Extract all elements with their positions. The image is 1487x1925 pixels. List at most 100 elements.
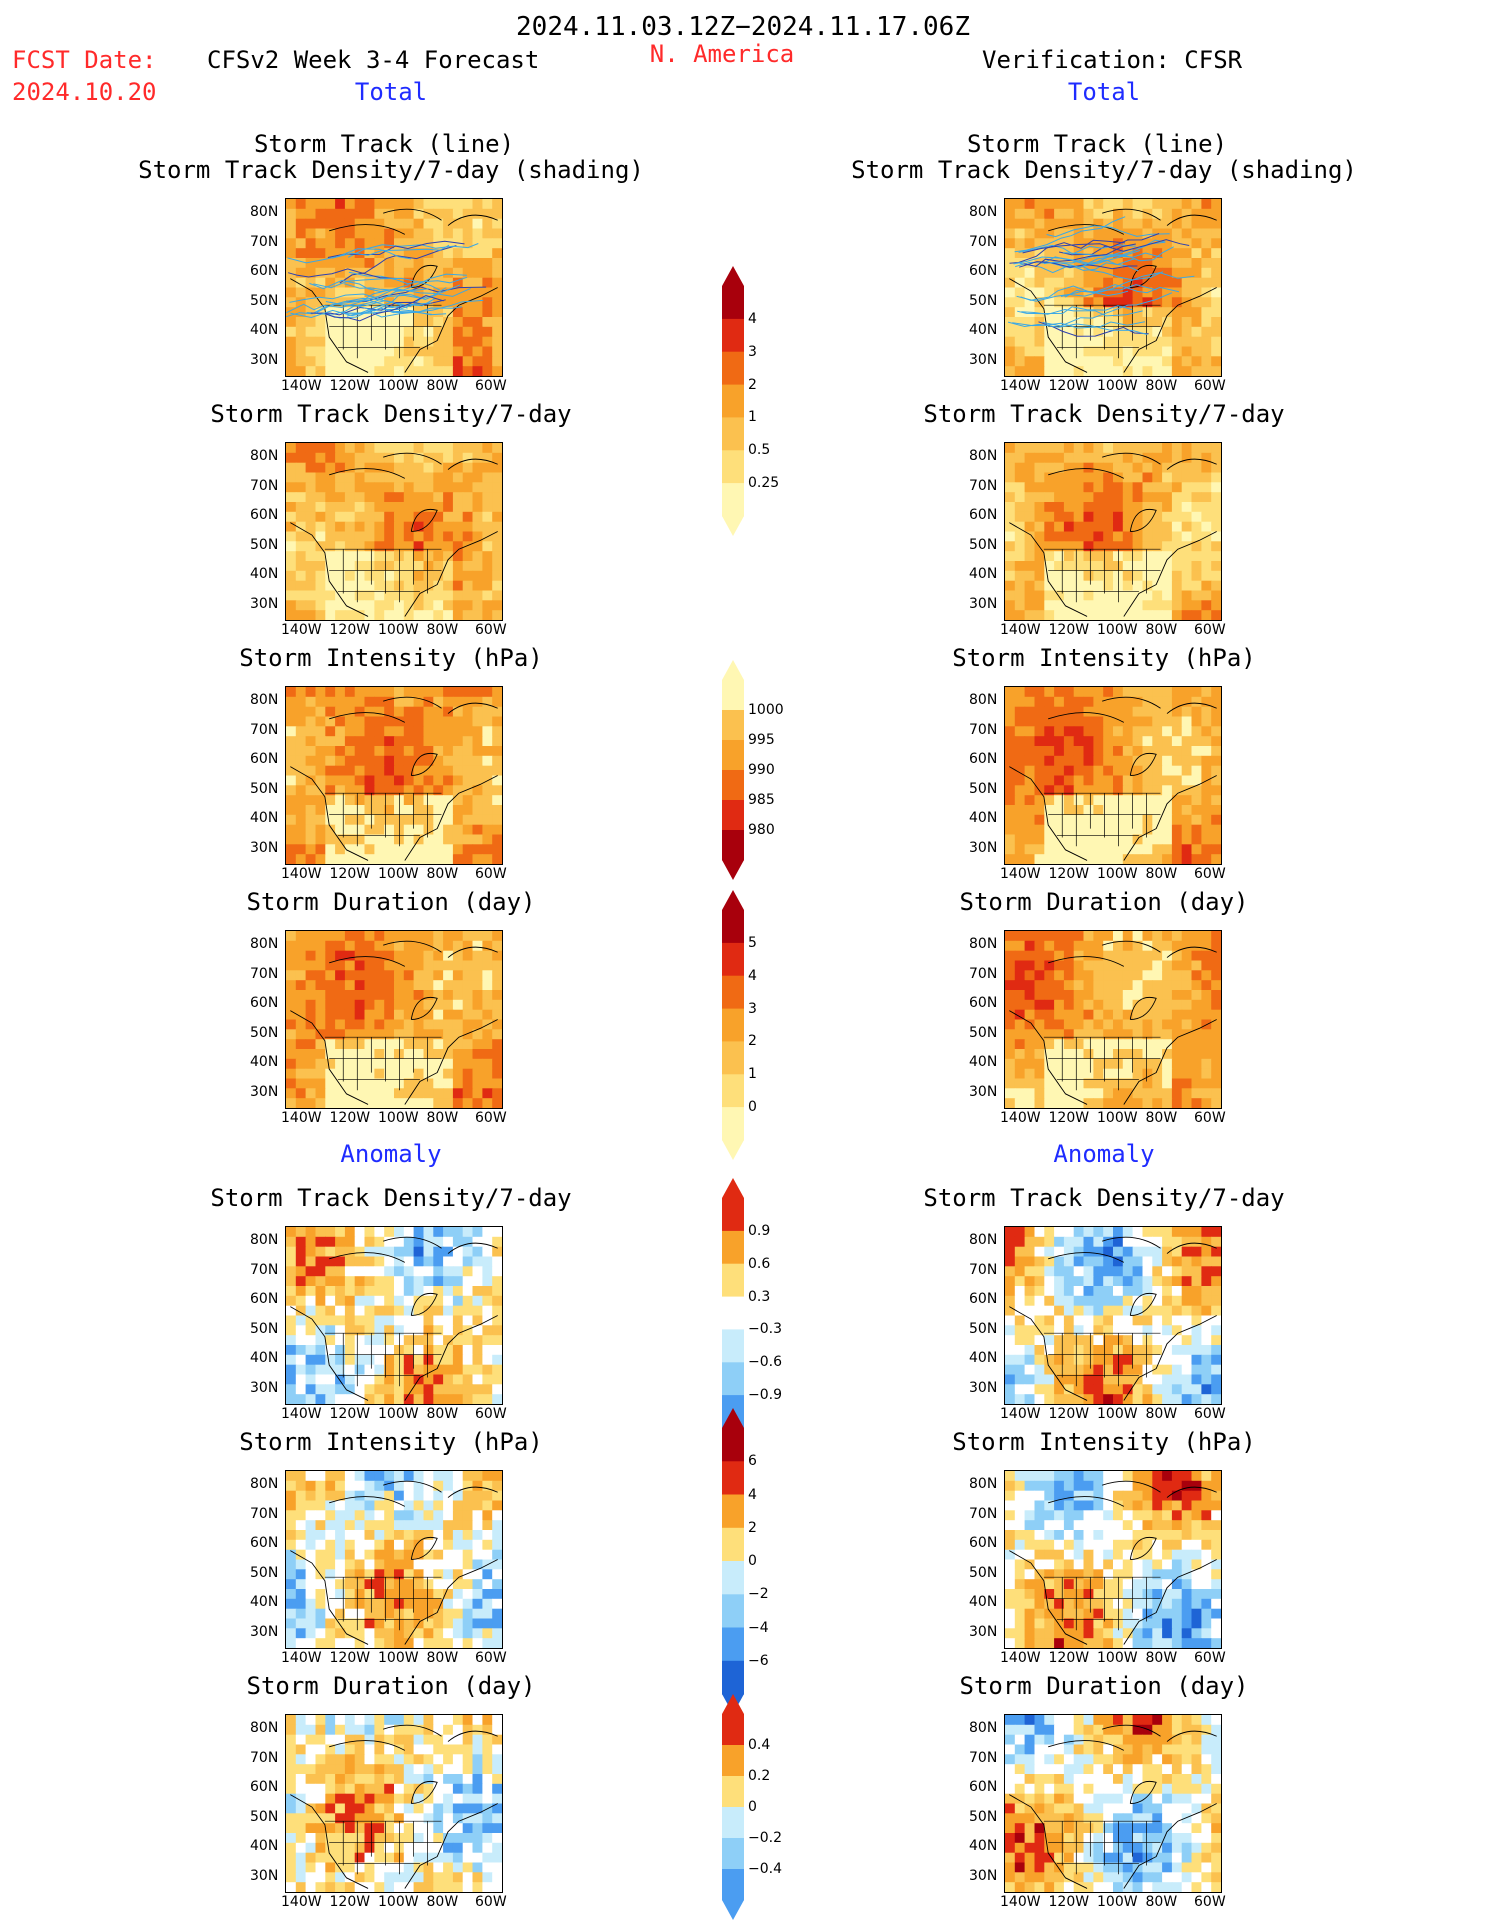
grid-cell [413, 1520, 424, 1531]
grid-cell [344, 1510, 356, 1521]
grid-cell [1014, 590, 1026, 601]
grid-cell [1191, 746, 1202, 757]
grid-cell [364, 1049, 375, 1060]
grid-cell [492, 1276, 502, 1287]
grid-cell [1122, 960, 1134, 971]
period-title: 2024.11.03.12Z−2024.11.17.06Z [516, 12, 970, 42]
grid-cell [443, 610, 454, 620]
grid-cell [1103, 805, 1114, 816]
lat-tick-label: 30N [969, 1379, 998, 1396]
grid-cell [1024, 1068, 1035, 1080]
grid-cell [1201, 307, 1212, 318]
grid-cell [1152, 258, 1163, 269]
grid-cell [1181, 1490, 1193, 1502]
grid-cell [1113, 1236, 1124, 1248]
grid-cell [1191, 785, 1202, 796]
grid-cell [1152, 824, 1163, 836]
grid-cell [403, 990, 415, 1001]
grid-cell [1014, 610, 1026, 620]
grid-cell [443, 307, 454, 318]
grid-cell [403, 1305, 415, 1317]
grid-cell [1024, 1374, 1035, 1385]
grid-cell [1171, 785, 1183, 796]
grid-cell [423, 1608, 434, 1620]
grid-cell [1024, 765, 1035, 777]
grid-cell [305, 1335, 316, 1346]
grid-cell [443, 297, 454, 308]
grid-cell [1093, 1579, 1104, 1590]
grid-cell [1142, 199, 1153, 210]
grid-cell [1093, 854, 1104, 864]
grid-cell [286, 736, 297, 747]
grid-cell [1083, 502, 1094, 513]
grid-cell [364, 1039, 375, 1050]
grid-cell [1054, 1039, 1065, 1050]
grid-cell [1171, 805, 1183, 816]
grid-cell [286, 1009, 297, 1021]
grid-cell [472, 541, 483, 552]
grid-cell [354, 999, 366, 1011]
grid-cell [286, 755, 297, 767]
grid-cell [462, 931, 474, 942]
grid-cell [1191, 1039, 1202, 1050]
grid-cell [335, 561, 346, 572]
lon-tick-label: 120W [329, 1650, 371, 1666]
grid-cell [1181, 1266, 1193, 1277]
grid-cell [1191, 561, 1202, 572]
grid-cell [315, 775, 326, 786]
grid-cell [1142, 824, 1153, 836]
grid-cell [315, 492, 326, 503]
grid-cell [1063, 1354, 1075, 1366]
grid-cell [482, 1246, 493, 1258]
grid-cell [286, 472, 297, 483]
grid-cell [1201, 795, 1212, 806]
grid-cell [325, 366, 336, 376]
grid-cell [1063, 834, 1075, 845]
grid-cell [344, 208, 356, 220]
grid-cell [443, 238, 454, 249]
grid-cell [482, 1068, 493, 1080]
grid-cell [384, 765, 395, 777]
left-density-anom-title: Storm Track Density/7-day [210, 1184, 572, 1212]
grid-cell [413, 1227, 424, 1238]
grid-cell [1073, 1471, 1085, 1482]
grid-cell [1113, 228, 1124, 239]
grid-cell [1152, 1019, 1163, 1030]
grid-cell [1142, 1510, 1153, 1521]
grid-cell [1034, 561, 1045, 572]
grid-cell [1005, 1227, 1016, 1238]
grid-cell [315, 940, 326, 952]
grid-cell [1044, 561, 1055, 572]
lat-tick-label: 40N [250, 810, 279, 826]
grid-cell [344, 1628, 356, 1639]
grid-cell [364, 1549, 375, 1561]
grid-cell [462, 326, 474, 338]
lat-tick-label: 40N [250, 1350, 279, 1366]
grid-cell [305, 1029, 316, 1040]
grid-cell [413, 199, 424, 210]
grid-cell [433, 1471, 444, 1482]
grid-cell [1005, 511, 1016, 523]
grid-cell [384, 1098, 395, 1108]
grid-cell [1034, 472, 1045, 483]
grid-cell [482, 765, 493, 777]
grid-cell [1142, 1335, 1153, 1346]
grid-cell [1083, 551, 1094, 562]
lat-tick-label: 80N [969, 692, 998, 708]
grid-cell [1181, 1305, 1193, 1317]
grid-cell [1073, 805, 1085, 816]
grid-cell [1113, 610, 1124, 620]
grid-cell [1191, 1638, 1202, 1648]
grid-cell [1113, 287, 1124, 298]
grid-cell [1191, 755, 1202, 767]
grid-cell [1093, 970, 1104, 981]
grid-cell [344, 726, 356, 737]
grid-cell [1034, 687, 1045, 698]
grid-cell [1181, 1628, 1193, 1639]
grid-cell [1103, 1354, 1114, 1366]
grid-cell [1152, 1520, 1163, 1531]
grid-cell [1044, 590, 1055, 601]
grid-cell [344, 511, 356, 523]
grid-cell [1191, 482, 1202, 493]
grid-cell [1162, 600, 1173, 611]
